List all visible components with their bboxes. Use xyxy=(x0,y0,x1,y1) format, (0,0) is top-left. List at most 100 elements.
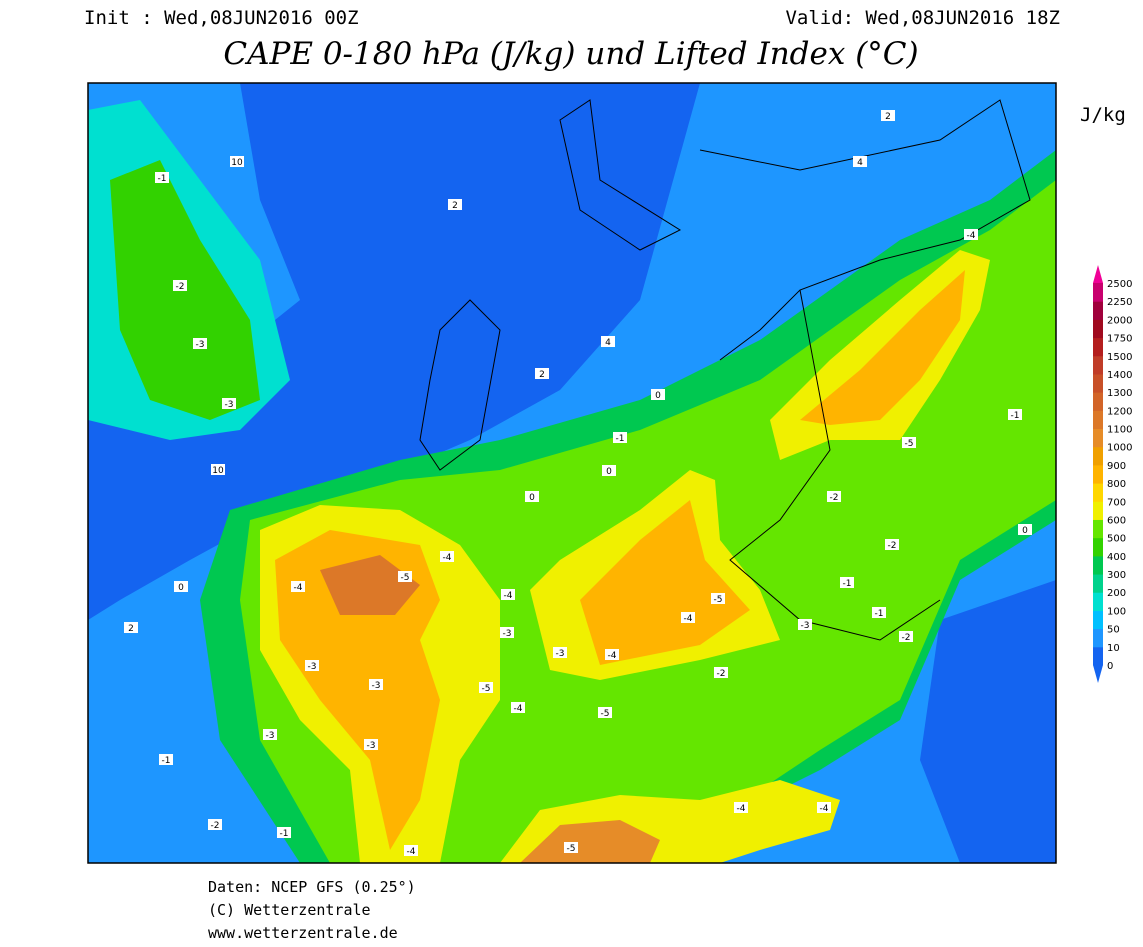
contour-label-box xyxy=(872,607,886,618)
contour-label: -4 xyxy=(294,583,303,593)
contour-label: -2 xyxy=(888,541,897,551)
contour-label: -2 xyxy=(176,282,185,292)
contour-label-box xyxy=(602,465,616,476)
colorbar-label: 1100 xyxy=(1107,425,1132,436)
contour-label-box xyxy=(681,612,695,623)
footer-copyright: (C) Wetterzentrale xyxy=(208,901,371,919)
contour-label: 0 xyxy=(655,391,661,401)
contour-label-box xyxy=(711,593,725,604)
contour-label: -3 xyxy=(196,340,205,350)
colorbar-segment xyxy=(1093,628,1103,648)
contour-label-box xyxy=(964,229,978,240)
contour-label-box xyxy=(598,707,612,718)
contour-label: -5 xyxy=(905,439,914,449)
contour-label: 10 xyxy=(231,158,243,168)
contour-label: -1 xyxy=(1011,411,1020,421)
colorbar-label: 50 xyxy=(1107,625,1120,636)
contour-label: -1 xyxy=(158,174,167,184)
colorbar-label: 600 xyxy=(1107,515,1126,526)
contour-label: -3 xyxy=(266,731,275,741)
contour-label-box xyxy=(501,589,515,600)
contour-label-box xyxy=(193,338,207,349)
contour-label-box xyxy=(155,172,169,183)
colorbar-segment xyxy=(1093,537,1103,557)
contour-label-box xyxy=(651,389,665,400)
contour-label: -5 xyxy=(567,844,576,854)
contour-label-box xyxy=(827,491,841,502)
contour-label: -3 xyxy=(556,649,565,659)
colorbar-segment xyxy=(1093,428,1103,448)
contour-label: 4 xyxy=(857,158,863,168)
contour-label-box xyxy=(564,842,578,853)
contour-label-box xyxy=(881,110,895,121)
colorbar-segment xyxy=(1093,392,1103,411)
contour-label-box xyxy=(714,667,728,678)
colorbar-arrow-bottom xyxy=(1093,665,1103,683)
contour-label-box xyxy=(605,649,619,660)
colorbar-label: 900 xyxy=(1107,461,1126,472)
colorbar-segment xyxy=(1093,301,1103,320)
contour-label: -2 xyxy=(830,493,839,503)
contour-label: -4 xyxy=(967,231,976,241)
title: CAPE 0-180 hPa (J/kg) und Lifted Index (… xyxy=(223,36,918,72)
contour-label: -4 xyxy=(608,651,617,661)
contour-label: 0 xyxy=(606,467,612,477)
contour-label-box xyxy=(525,491,539,502)
colorbar-label: 2000 xyxy=(1107,315,1132,326)
low-cape-area xyxy=(920,580,1056,863)
contour-label: -1 xyxy=(875,609,884,619)
colorbar-label: 10 xyxy=(1107,643,1120,654)
colorbar-segment xyxy=(1093,319,1103,339)
contour-label: -1 xyxy=(843,579,852,589)
contour-label-box xyxy=(305,660,319,671)
contour-label: -4 xyxy=(820,804,829,814)
colorbar-segment xyxy=(1093,610,1103,630)
contour-label-box xyxy=(369,679,383,690)
contour-label-box xyxy=(479,682,493,693)
colorbar-label: 1300 xyxy=(1107,388,1132,399)
contour-label-box xyxy=(208,819,222,830)
colorbar: 0 10 50 100 200 300 400 500 600 700 800 900 1000 1100… xyxy=(1093,265,1132,683)
contour-label-box xyxy=(817,802,831,813)
cape-area xyxy=(800,270,965,425)
valid-time: Valid: Wed,08JUN2016 18Z xyxy=(785,7,1060,29)
colorbar-label: 800 xyxy=(1107,479,1126,490)
contour-label-box xyxy=(1018,524,1032,535)
contour-label: -3 xyxy=(372,681,381,691)
contour-label: -3 xyxy=(503,629,512,639)
contour-label: -2 xyxy=(902,633,911,643)
colorbar-segment xyxy=(1093,646,1103,666)
colorbar-segment xyxy=(1093,283,1103,302)
contour-label: 0 xyxy=(178,583,184,593)
contour-label-box xyxy=(535,368,549,379)
contour-label-box xyxy=(500,627,514,638)
contour-label-box xyxy=(853,156,867,167)
colorbar-label: 200 xyxy=(1107,588,1126,599)
init-time: Init : Wed,08JUN2016 00Z xyxy=(84,7,359,29)
colorbar-label: 2500 xyxy=(1107,279,1132,290)
contour-label-box xyxy=(291,581,305,592)
contour-label: -3 xyxy=(367,741,376,751)
colorbar-segment xyxy=(1093,464,1103,484)
contour-label: 0 xyxy=(1022,526,1028,536)
colorbar-label: 300 xyxy=(1107,570,1126,581)
contour-label: -4 xyxy=(514,704,523,714)
contour-label: -4 xyxy=(504,591,513,601)
colorbar-label: 1400 xyxy=(1107,370,1132,381)
cape-area xyxy=(320,555,420,615)
contour-label-box xyxy=(364,739,378,750)
colorbar-segment xyxy=(1093,446,1103,466)
colorbar-segment xyxy=(1093,337,1103,357)
colorbar-label: 400 xyxy=(1107,552,1126,563)
footer-source: Daten: NCEP GFS (0.25°) xyxy=(208,878,416,896)
cape-area xyxy=(580,500,750,665)
colorbar-label: 700 xyxy=(1107,497,1126,508)
contour-label-box xyxy=(601,336,615,347)
contour-label: -4 xyxy=(443,553,452,563)
contour-label-box xyxy=(899,631,913,642)
contour-label-box xyxy=(885,539,899,550)
contour-label-box xyxy=(277,827,291,838)
contour-label: 2 xyxy=(885,112,891,122)
contour-label-box xyxy=(159,754,173,765)
contour-label-box xyxy=(902,437,916,448)
